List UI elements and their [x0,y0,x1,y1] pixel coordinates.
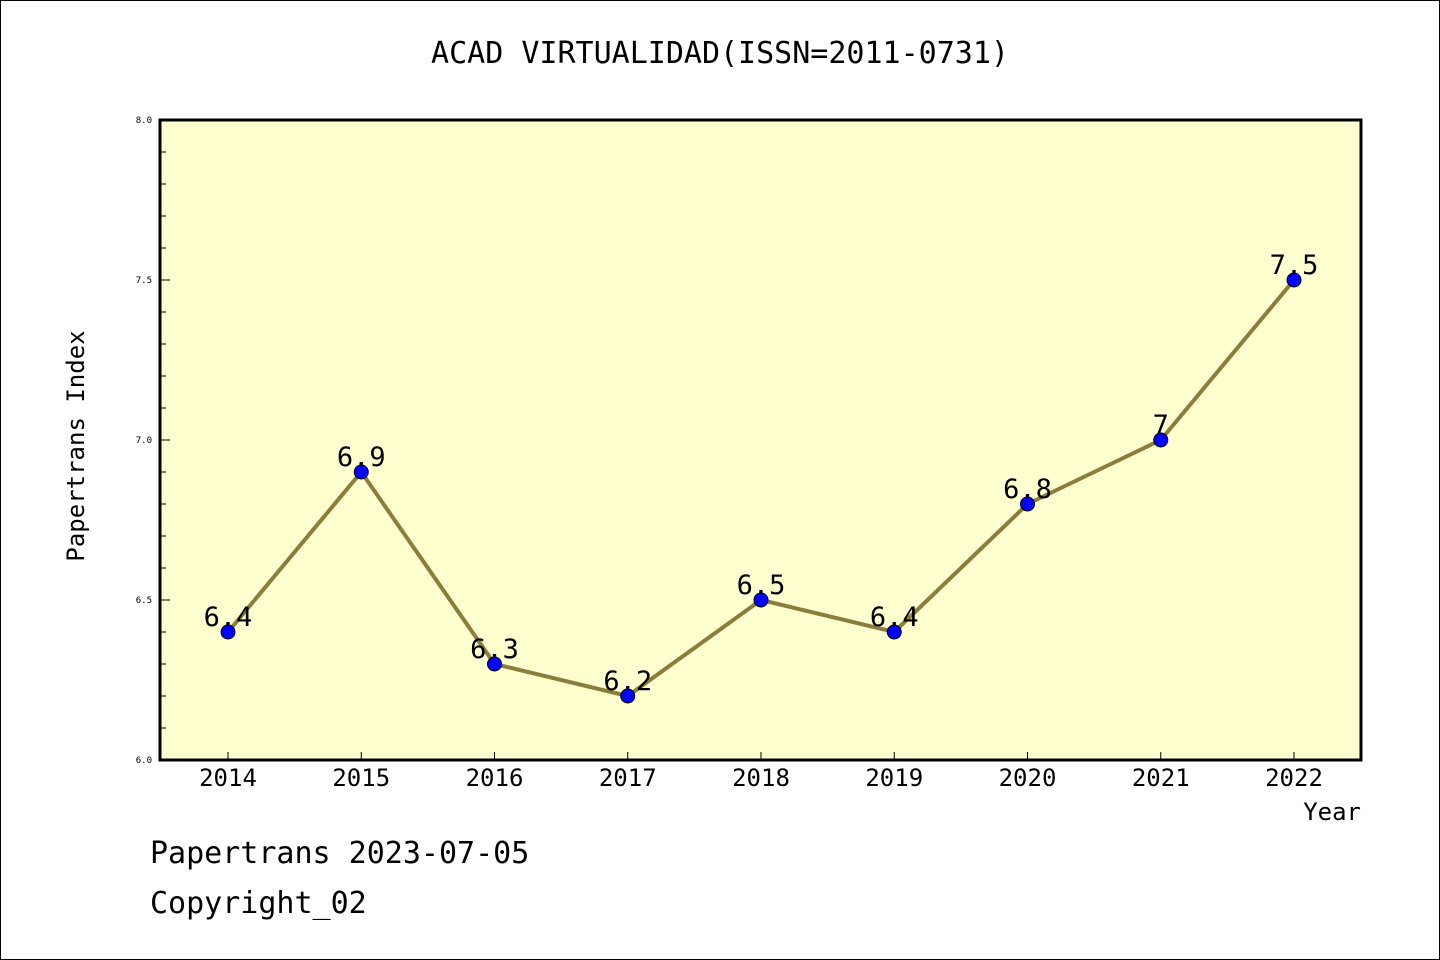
x-axis-label: Year [1303,798,1361,826]
chart-title: ACAD VIRTUALIDAD(ISSN=2011-0731) [431,36,1009,71]
x-tick-label: 2020 [999,764,1057,792]
footer-copyright: Copyright_02 [150,886,367,921]
y-axis-label: Papertrans Index [62,330,90,561]
data-label: 7 [1153,410,1169,441]
y-tick-label: 6.5 [136,596,152,606]
data-label: 7.5 [1270,250,1319,281]
data-label: 6.5 [737,570,786,601]
x-tick-label: 2014 [199,764,257,792]
x-tick-label: 2017 [599,764,657,792]
x-tick-label: 2016 [466,764,524,792]
data-point [1286,272,1302,288]
data-label: 6.3 [470,634,519,665]
x-tick-label: 2022 [1265,764,1323,792]
data-point [1020,496,1035,512]
data-label: 6.9 [337,442,386,473]
x-tick-label: 2021 [1132,764,1190,792]
data-label: 6.4 [204,602,253,633]
x-tick-label: 2018 [732,764,790,792]
x-tick-label: 2015 [332,764,390,792]
data-point [220,624,236,640]
y-tick-label: 7.5 [136,276,152,286]
data-point [620,688,636,704]
y-tick-label: 6.0 [136,756,152,766]
plot-area [158,118,1363,762]
footer-date-line: Papertrans 2023-07-05 [150,836,530,871]
y-tick-label: 8.0 [136,116,152,126]
data-point [1153,432,1169,448]
data-label: 6.2 [603,666,652,697]
y-tick-label: 7.0 [136,436,152,446]
x-tick-label: 2019 [865,764,923,792]
data-point [353,464,369,480]
data-label: 6.4 [870,602,919,633]
data-point [487,656,502,672]
data-point [886,624,902,640]
data-point [753,592,769,608]
data-label: 6.8 [1003,474,1052,505]
